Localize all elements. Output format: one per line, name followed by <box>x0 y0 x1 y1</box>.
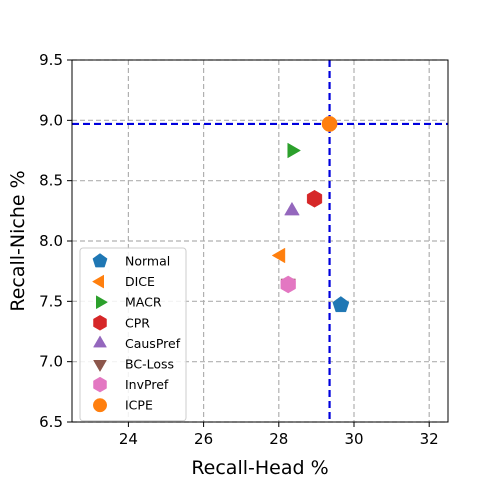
legend-marker-macr <box>96 295 108 310</box>
y-tick-label: 8.0 <box>39 232 63 250</box>
legend-label-bc-loss: BC-Loss <box>125 357 174 372</box>
y-tick-label: 7.5 <box>39 292 63 310</box>
y-tick-label: 9.5 <box>39 51 63 69</box>
legend-label-dice: DICE <box>125 274 155 289</box>
grid <box>72 59 448 423</box>
point-icpe <box>321 116 338 132</box>
x-tick-label: 24 <box>119 430 138 448</box>
point-cpr <box>306 189 323 208</box>
legend-label-icpe: ICPE <box>125 398 153 413</box>
point-macr <box>287 142 301 159</box>
x-tick-label: 30 <box>344 430 363 448</box>
point-normal <box>332 296 350 313</box>
x-tick-label: 32 <box>420 430 439 448</box>
y-tick-label: 6.5 <box>39 413 63 431</box>
legend-label-normal: Normal <box>125 254 170 269</box>
x-tick-label: 26 <box>194 430 213 448</box>
axis-ticks: 24 26 28 30 32 6.5 7.0 7.5 8.0 8.5 9.0 9.5 <box>39 51 439 448</box>
x-axis-title: Recall-Head % <box>191 457 328 479</box>
legend-marker-causpref <box>93 335 107 348</box>
legend-label-causpref: CausPref <box>125 336 181 351</box>
data-points <box>271 116 350 313</box>
legend-marker-normal <box>92 253 108 268</box>
y-axis-title: Recall-Niche % <box>7 170 29 311</box>
legend-label-cpr: CPR <box>125 315 150 330</box>
legend-marker-bc-loss <box>93 360 107 372</box>
point-dice <box>271 247 286 264</box>
legend-label-macr: MACR <box>125 295 162 310</box>
point-invpref <box>280 275 296 294</box>
legend-marker-dice <box>92 274 104 289</box>
legend: Normal DICE MACR CPR CausPref BC-Loss InvPref I… <box>79 247 187 422</box>
x-tick-label: 28 <box>269 430 288 448</box>
legend-marker-icpe <box>93 398 107 413</box>
y-tick-label: 9.0 <box>39 111 63 129</box>
y-tick-label: 8.5 <box>39 172 63 190</box>
legend-marker-cpr <box>93 315 107 331</box>
legend-marker-invpref <box>93 376 107 393</box>
point-causpref <box>284 201 300 216</box>
legend-box <box>79 247 187 422</box>
y-tick-label: 7.0 <box>39 353 63 371</box>
legend-label-invpref: InvPref <box>125 377 169 392</box>
